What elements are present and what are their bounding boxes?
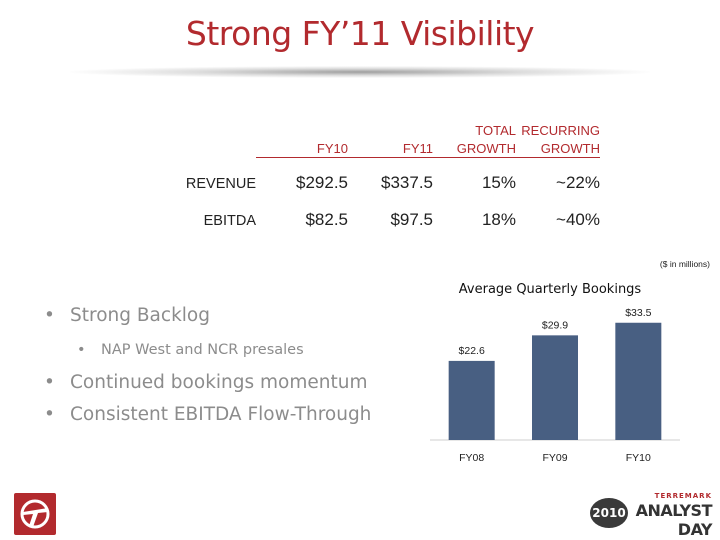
data-label-fy08: $22.6 xyxy=(459,345,485,357)
cell-revenue-fy10: $292.5 xyxy=(296,173,348,192)
cell-revenue-recurring-growth: ~22% xyxy=(556,173,600,192)
bullet-text: Continued bookings momentum xyxy=(70,372,368,393)
cell-ebitda-fy10: $82.5 xyxy=(305,210,348,229)
bullet-dot-icon: • xyxy=(44,305,55,326)
cell-revenue-total-growth: 15% xyxy=(481,173,516,192)
bookings-bar-chart: $22.6 FY08 $29.9 FY09 $33.5 FY10 xyxy=(430,307,680,464)
bar-fy08 xyxy=(448,360,495,440)
chart-title: Average Quarterly Bookings xyxy=(458,282,642,297)
row-label-revenue: REVENUE xyxy=(185,176,256,192)
brand-event: ANALYST DAY xyxy=(635,501,713,539)
bar-fy10 xyxy=(615,322,662,440)
header-total-line2: GROWTH xyxy=(456,141,516,156)
slide-title: Strong FY’11 Visibility xyxy=(185,14,535,53)
header-underline xyxy=(256,157,600,158)
title-divider xyxy=(70,66,650,78)
data-label-fy09: $29.9 xyxy=(542,319,568,331)
tick-label-fy10: FY10 xyxy=(626,452,651,464)
bullet-text: Strong Backlog xyxy=(70,305,210,326)
brand-year-badge: 2010 xyxy=(590,498,628,528)
data-label-fy10: $33.5 xyxy=(625,307,651,319)
bar-fy09 xyxy=(532,335,578,440)
bullet-dot-icon: • xyxy=(44,404,55,425)
units-note: ($ in millions) xyxy=(659,259,710,269)
analyst-day-branding: 2010 TERREMARK ANALYST DAY xyxy=(590,492,713,539)
header-fy11: FY11 xyxy=(402,141,433,156)
tick-label-fy08: FY08 xyxy=(459,452,484,464)
header-fy10: FY10 xyxy=(316,141,348,156)
cell-revenue-fy11: $337.5 xyxy=(381,173,433,192)
header-total-line1: TOTAL xyxy=(475,123,516,138)
bullet-dot-icon: • xyxy=(44,372,55,393)
bullet-text: Consistent EBITDA Flow-Through xyxy=(70,404,372,425)
bullet-dot-icon: • xyxy=(77,342,86,358)
cell-ebitda-recurring-growth: ~40% xyxy=(556,210,600,229)
header-recurring-line2: GROWTH xyxy=(540,141,600,156)
cell-ebitda-fy11: $97.5 xyxy=(390,210,433,229)
brand-company: TERREMARK xyxy=(654,492,712,500)
header-recurring-line1: RECURRING xyxy=(521,123,600,138)
terremark-logo-icon xyxy=(14,493,56,535)
cell-ebitda-total-growth: 18% xyxy=(481,210,516,229)
tick-label-fy09: FY09 xyxy=(542,452,567,464)
bullet-text: NAP West and NCR presales xyxy=(101,342,304,358)
row-label-ebitda: EBITDA xyxy=(203,213,256,229)
